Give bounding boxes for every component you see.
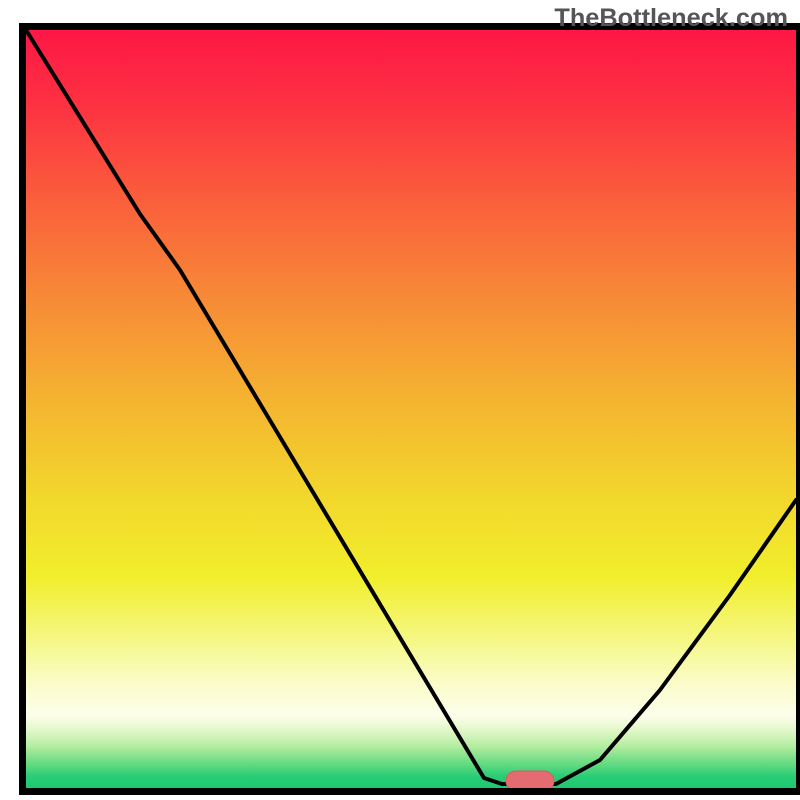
watermark-text: TheBottleneck.com	[554, 4, 788, 33]
plot-background	[26, 30, 796, 788]
bottleneck-chart	[0, 0, 800, 800]
chart-container: TheBottleneck.com	[0, 0, 800, 800]
